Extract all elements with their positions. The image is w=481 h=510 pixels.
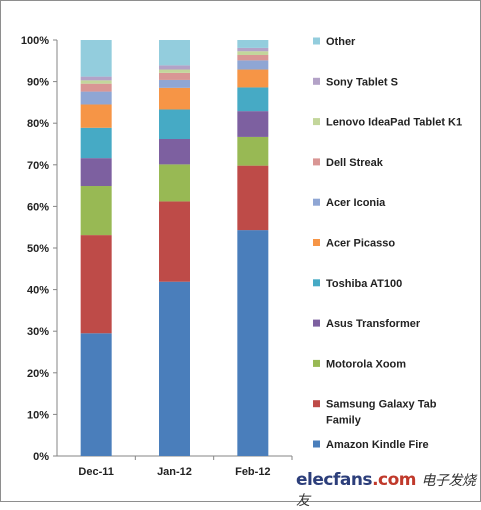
watermark-brand: elecfans	[296, 470, 373, 490]
legend-label: Acer Picasso	[326, 238, 395, 250]
x-tick-label: Feb-12	[235, 466, 270, 478]
y-tick-label: 100%	[21, 35, 49, 47]
y-tick-label: 30%	[27, 326, 49, 338]
bar-segment	[80, 104, 112, 128]
bar-segment	[237, 136, 269, 166]
legend-swatch	[313, 198, 320, 206]
watermark: elecfans.com 电子发烧友	[296, 470, 481, 510]
bar-segment	[237, 87, 269, 112]
legend-swatch	[313, 77, 320, 85]
legend-label: Motorola Xoom	[326, 358, 406, 370]
bar-segment	[237, 47, 269, 52]
y-tick-label: 40%	[27, 285, 49, 297]
y-tick-label: 90%	[27, 77, 49, 89]
legend-label: Samsung Galaxy Tab	[326, 399, 437, 411]
bar-segment	[159, 164, 190, 202]
y-tick-label: 70%	[27, 160, 49, 172]
legend-swatch	[313, 440, 320, 448]
bar-segment	[80, 186, 112, 236]
bar-segment	[159, 69, 190, 73]
bar-segment	[237, 230, 269, 456]
legend-label: Toshiba AT100	[326, 278, 402, 290]
x-tick-label: Jan-12	[157, 466, 192, 478]
bar-segment	[159, 79, 190, 88]
bar-segment	[237, 60, 269, 70]
bar-segment	[237, 51, 269, 55]
bar-stacks	[80, 40, 269, 456]
bar-segment	[159, 87, 190, 110]
bar-segment	[80, 158, 112, 187]
y-tick-label: 80%	[27, 118, 49, 130]
bar-segment	[237, 40, 269, 48]
legend-swatch	[313, 239, 320, 246]
bar-segment	[159, 72, 190, 80]
bar-segment	[80, 91, 112, 105]
legend: Other Sony Tablet S Lenovo IdeaPad Tablet …	[313, 36, 462, 451]
legend-swatch	[313, 359, 320, 367]
bar-segment	[159, 281, 190, 456]
x-tick-label: Dec-11	[78, 466, 113, 478]
legend-label: Dell Streak	[326, 157, 384, 169]
y-tick-label: 50%	[27, 243, 49, 255]
legend-label: Family	[326, 415, 362, 427]
legend-swatch	[313, 279, 320, 287]
y-tick-label: 0%	[33, 451, 49, 463]
bar-segment	[237, 111, 269, 137]
legend-label: Asus Transformer	[326, 318, 421, 330]
legend-label: Acer Iconia	[326, 197, 386, 209]
legend-label: Other	[326, 36, 356, 48]
legend-label: Sony Tablet S	[326, 76, 398, 88]
legend-swatch	[313, 118, 320, 126]
bar-segment	[237, 54, 269, 61]
legend-swatch	[313, 158, 320, 166]
bar-segment	[80, 127, 112, 159]
bar-segment	[237, 69, 269, 88]
legend-swatch	[313, 400, 320, 408]
bar-segment	[159, 139, 190, 165]
y-axis: 0% 10% 20% 30% 40% 50% 60% 70% 80% 90% 100%	[21, 35, 293, 463]
bar-segment	[80, 40, 112, 77]
bar-segment	[159, 109, 190, 140]
bar-segment	[80, 235, 112, 334]
y-tick-label: 20%	[27, 368, 49, 380]
legend-label: Amazon Kindle Fire	[326, 439, 429, 451]
bar-segment	[80, 83, 112, 92]
legend-swatch	[313, 319, 320, 327]
bar-segment	[80, 80, 112, 84]
legend-swatch	[313, 37, 320, 45]
bar-segment	[80, 333, 112, 456]
legend-label: Lenovo IdeaPad Tablet K1	[326, 117, 462, 129]
bar-segment	[159, 65, 190, 70]
x-axis: Dec-11 Jan-12 Feb-12	[78, 466, 270, 478]
bar-segment	[159, 40, 190, 66]
bar-segment	[80, 76, 112, 81]
watermark-domain: .com	[372, 470, 416, 490]
y-tick-label: 60%	[27, 201, 49, 213]
bar-segment	[159, 201, 190, 282]
y-tick-label: 10%	[27, 409, 49, 421]
bar-segment	[237, 165, 269, 231]
